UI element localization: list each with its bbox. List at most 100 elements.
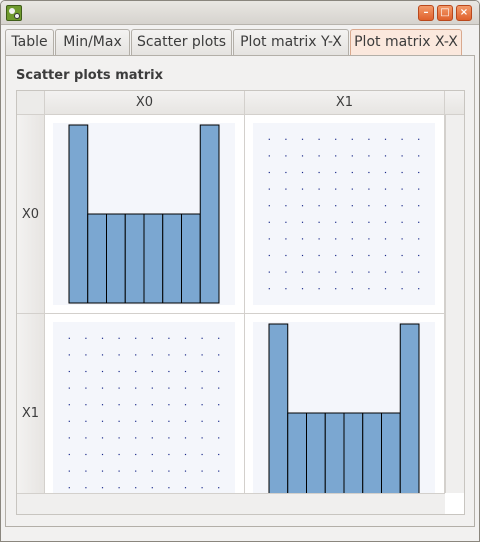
scatter-point bbox=[184, 370, 187, 373]
matrix-cell-x1-x0[interactable] bbox=[45, 314, 245, 513]
scatter-point bbox=[268, 221, 270, 223]
scatter-point bbox=[68, 354, 70, 356]
scatter-point bbox=[151, 354, 153, 356]
scatter-point bbox=[68, 470, 70, 472]
histogram-bar bbox=[181, 213, 201, 304]
close-button[interactable]: × bbox=[456, 5, 472, 21]
scatter-point bbox=[135, 370, 137, 373]
histogram-bar bbox=[68, 124, 89, 304]
scatter-point bbox=[168, 387, 170, 389]
vertical-scrollbar[interactable] bbox=[445, 115, 464, 493]
scatter-point bbox=[184, 470, 187, 472]
scatter-point bbox=[285, 221, 287, 223]
maximize-button[interactable]: □ bbox=[437, 5, 453, 21]
histogram-bar bbox=[343, 412, 364, 503]
scatter-point bbox=[335, 288, 337, 290]
scatter-point bbox=[268, 205, 270, 207]
scatter-point bbox=[418, 238, 420, 240]
scatter-point bbox=[384, 138, 387, 140]
scatter-point bbox=[168, 370, 170, 373]
row-header-x1[interactable]: X1 bbox=[17, 314, 45, 513]
scatter-point bbox=[168, 437, 170, 439]
scatter-point bbox=[301, 171, 304, 174]
scatter-point bbox=[301, 221, 304, 223]
scatter-point bbox=[268, 188, 270, 190]
scatter-point bbox=[368, 155, 370, 157]
matrix-cell-x0-x1[interactable] bbox=[245, 115, 445, 314]
scatter-point bbox=[318, 254, 320, 257]
scatter-point bbox=[168, 354, 170, 356]
scatter-point bbox=[418, 188, 420, 190]
scatter-point bbox=[168, 470, 170, 472]
scatter-point bbox=[401, 171, 403, 174]
scatter-point bbox=[85, 487, 87, 489]
column-header-x1[interactable]: X1 bbox=[245, 91, 445, 115]
histogram-bar bbox=[362, 412, 382, 503]
scatter-point bbox=[268, 171, 270, 174]
scatter-point bbox=[118, 354, 120, 356]
scatter-point bbox=[68, 404, 70, 406]
scatter-point bbox=[118, 470, 120, 472]
histogram-bar bbox=[306, 412, 326, 503]
histogram-bar bbox=[162, 213, 182, 304]
scatter-point bbox=[368, 254, 370, 257]
scatter-point bbox=[351, 221, 353, 223]
scatter-point bbox=[85, 370, 87, 373]
scatter-point bbox=[401, 205, 403, 207]
scatter-point bbox=[135, 354, 137, 356]
tab-scatter-plots[interactable]: Scatter plots bbox=[131, 29, 232, 55]
scatter-point bbox=[135, 404, 137, 406]
tab-min-max[interactable]: Min/Max bbox=[55, 29, 130, 55]
scatter-point bbox=[118, 337, 120, 339]
column-header-x0[interactable]: X0 bbox=[45, 91, 245, 115]
scatter-point bbox=[135, 387, 137, 389]
scatter-point bbox=[201, 420, 203, 422]
scatter-point bbox=[418, 221, 420, 223]
app-icon bbox=[6, 5, 22, 21]
scatter-point bbox=[318, 271, 320, 273]
scatter-point bbox=[301, 205, 304, 207]
row-header-x0[interactable]: X0 bbox=[17, 115, 45, 314]
scatter-point bbox=[135, 453, 137, 456]
tab-plot-matrix-x-x[interactable]: Plot matrix X-X bbox=[350, 29, 462, 55]
scatter-point bbox=[85, 354, 87, 356]
scatter-point bbox=[401, 271, 403, 273]
group-title: Scatter plots matrix bbox=[16, 68, 163, 83]
minimize-button[interactable]: – bbox=[418, 5, 434, 21]
horizontal-scrollbar[interactable] bbox=[17, 493, 445, 514]
scatter-point bbox=[151, 337, 153, 339]
scatter-point bbox=[151, 437, 153, 439]
header-filler bbox=[445, 91, 464, 115]
scatter-point bbox=[201, 337, 203, 339]
scatter-point bbox=[151, 387, 153, 389]
scatter-point bbox=[135, 420, 137, 422]
scatter-point bbox=[335, 205, 337, 207]
histogram-x0 bbox=[53, 123, 235, 305]
tab-plot-matrix-y-x[interactable]: Plot matrix Y-X bbox=[233, 29, 349, 55]
table-corner bbox=[17, 91, 45, 115]
scatter-point bbox=[285, 288, 287, 290]
scatter-point bbox=[368, 288, 370, 290]
scatter-point bbox=[68, 420, 70, 422]
scatter-point bbox=[318, 171, 320, 174]
scatter-point bbox=[351, 138, 353, 140]
scatter-point bbox=[335, 138, 337, 140]
scatter-point bbox=[135, 470, 137, 472]
scatter-point bbox=[151, 470, 153, 472]
tab-table[interactable]: Table bbox=[5, 29, 54, 55]
scatter-point bbox=[384, 171, 387, 174]
scatter-point bbox=[268, 254, 270, 257]
scatter-point bbox=[101, 404, 104, 406]
matrix-cell-x1-x1[interactable] bbox=[245, 314, 445, 513]
scatter-point bbox=[118, 453, 120, 456]
matrix-cell-x0-x0[interactable] bbox=[45, 115, 245, 314]
scatter-point bbox=[85, 437, 87, 439]
scatter-point bbox=[168, 420, 170, 422]
scatter-point bbox=[184, 487, 187, 489]
scatter-point bbox=[418, 205, 420, 207]
scatter-point bbox=[68, 370, 70, 373]
tab-panel: Scatter plots matrix X0 X1 X0 X1 bbox=[5, 55, 475, 527]
histogram-bar bbox=[324, 412, 345, 503]
scatter-point bbox=[351, 155, 353, 157]
scatter-point bbox=[201, 354, 203, 356]
